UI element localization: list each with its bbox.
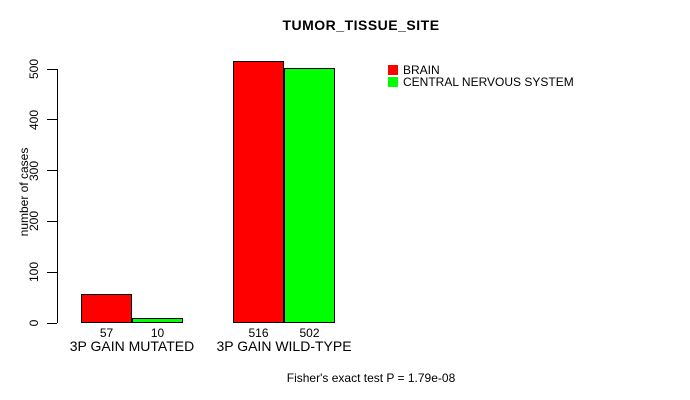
bar-value-label: 10 [150,326,165,340]
chart-title: TUMOR_TISSUE_SITE [282,17,440,33]
bar [132,318,183,323]
category-label: 3P GAIN MUTATED [69,338,195,354]
legend: BRAIN CENTRAL NERVOUS SYSTEM [388,64,574,88]
bar-value-label: 57 [99,326,114,340]
bar [233,61,284,323]
bar-value-label: 516 [248,326,269,340]
y-axis-tick-label: 300 [27,160,41,181]
bar-value-label: 502 [299,326,320,340]
y-axis-tick-label: 200 [27,211,41,232]
bar [81,294,132,323]
y-axis-tick [47,119,57,121]
y-axis-tick-label: 0 [27,319,41,327]
legend-label: BRAIN [403,63,440,77]
bar [284,68,335,323]
y-axis-tick-label: 500 [27,58,41,80]
y-axis-tick [47,68,57,70]
fisher-test-caption: Fisher's exact test P = 1.79e-08 [286,371,456,385]
y-axis-tick-label: 400 [27,109,41,130]
legend-label: CENTRAL NERVOUS SYSTEM [403,75,574,89]
category-label: 3P GAIN WILD-TYPE [216,338,352,354]
y-axis-tick [47,220,57,222]
y-axis-tick [47,170,57,172]
y-axis-line [57,69,58,323]
legend-swatch [388,65,398,75]
legend-swatch [388,77,398,87]
y-axis-tick [47,271,57,273]
legend-row: BRAIN [388,64,574,76]
y-axis-tick-label: 100 [27,262,41,283]
y-axis-tick [47,322,57,324]
legend-row: CENTRAL NERVOUS SYSTEM [388,76,574,88]
